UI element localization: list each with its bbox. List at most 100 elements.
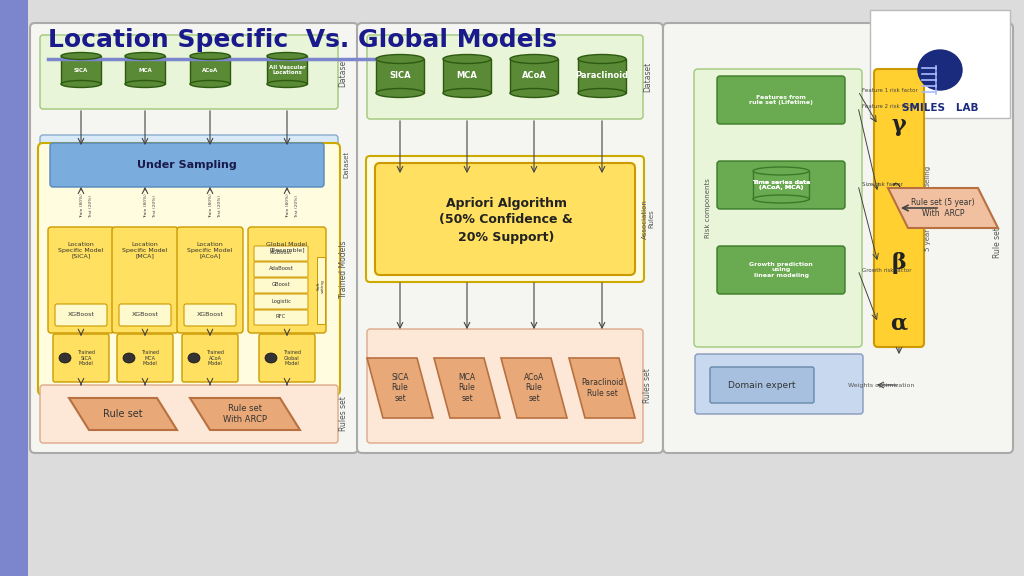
FancyBboxPatch shape [710, 367, 814, 403]
FancyBboxPatch shape [254, 262, 308, 277]
Text: Trained
MCA
Model: Trained MCA Model [141, 350, 159, 366]
Text: Time series data
(ACoA, MCA): Time series data (ACoA, MCA) [752, 180, 810, 191]
FancyBboxPatch shape [184, 304, 236, 326]
Bar [510, 59, 558, 93]
Bar [61, 56, 101, 84]
FancyBboxPatch shape [357, 23, 663, 453]
Text: λ: λ [891, 182, 906, 204]
Text: Growth prediction
using
linear modeling: Growth prediction using linear modeling [750, 262, 813, 278]
Text: Time series data
(ACoA, MCA): Time series data (ACoA, MCA) [752, 180, 810, 191]
Ellipse shape [578, 55, 626, 63]
FancyBboxPatch shape [259, 334, 315, 382]
Polygon shape [367, 358, 433, 418]
Text: Feature 2 risk factor: Feature 2 risk factor [862, 104, 918, 109]
FancyBboxPatch shape [367, 329, 643, 443]
Ellipse shape [267, 52, 307, 59]
Polygon shape [190, 398, 300, 430]
Bar [443, 59, 490, 93]
FancyBboxPatch shape [40, 135, 338, 193]
FancyBboxPatch shape [50, 143, 324, 187]
Text: Weights optimization: Weights optimization [848, 382, 914, 388]
Text: Test (20%): Test (20%) [153, 195, 157, 218]
Ellipse shape [510, 89, 558, 97]
FancyBboxPatch shape [874, 69, 924, 347]
Ellipse shape [125, 81, 165, 88]
Text: Association
Rules: Association Rules [641, 199, 654, 239]
Ellipse shape [443, 55, 490, 63]
Text: γ: γ [892, 114, 906, 136]
Ellipse shape [190, 52, 230, 59]
Ellipse shape [190, 81, 230, 88]
Ellipse shape [443, 89, 490, 97]
Bar [267, 56, 307, 84]
Bar [753, 171, 809, 199]
Text: β: β [892, 252, 906, 274]
FancyBboxPatch shape [30, 23, 358, 453]
FancyBboxPatch shape [119, 304, 171, 326]
Text: Trained Models: Trained Models [339, 240, 347, 298]
Polygon shape [434, 358, 500, 418]
FancyBboxPatch shape [663, 23, 1013, 453]
Polygon shape [569, 358, 635, 418]
Text: Rule set (5 year)
With  ARCP: Rule set (5 year) With ARCP [911, 198, 975, 218]
Text: Global Model
[Ensemble]: Global Model [Ensemble] [266, 242, 307, 253]
Bar [870, 10, 1010, 118]
Text: MCA
Rule
set: MCA Rule set [459, 373, 475, 403]
Ellipse shape [578, 89, 626, 97]
Text: MCA: MCA [138, 67, 152, 73]
Text: Growth risk factor: Growth risk factor [862, 267, 911, 272]
FancyBboxPatch shape [695, 354, 863, 414]
Bar [578, 59, 626, 93]
Polygon shape [888, 188, 998, 228]
FancyBboxPatch shape [367, 35, 643, 119]
FancyBboxPatch shape [254, 294, 308, 309]
Text: Location Specific  Vs. Global Models: Location Specific Vs. Global Models [48, 28, 557, 52]
Text: Dataset: Dataset [643, 62, 652, 92]
Text: SICA: SICA [389, 71, 411, 81]
FancyBboxPatch shape [254, 278, 308, 293]
Text: Location
Specific Model
[SICA]: Location Specific Model [SICA] [58, 242, 103, 259]
Bar [317, 257, 325, 324]
Text: Soft
voting: Soft voting [316, 279, 326, 293]
Polygon shape [501, 358, 567, 418]
Text: All Vascular
Locations: All Vascular Locations [268, 65, 305, 75]
Ellipse shape [188, 353, 200, 363]
Text: Train (80%): Train (80%) [286, 194, 290, 218]
FancyBboxPatch shape [55, 304, 106, 326]
Ellipse shape [125, 52, 165, 59]
Text: Test (20%): Test (20%) [89, 195, 93, 218]
Text: AdaBoost: AdaBoost [268, 267, 294, 271]
Text: Rules set: Rules set [643, 369, 652, 403]
Text: MCA: MCA [457, 71, 477, 81]
FancyBboxPatch shape [117, 334, 173, 382]
Text: SMILES   LAB: SMILES LAB [902, 103, 978, 113]
Text: ACoA: ACoA [521, 71, 547, 81]
Text: α: α [891, 312, 907, 334]
Text: SICA
Rule
set: SICA Rule set [391, 373, 409, 403]
Text: Feature 1 risk factor: Feature 1 risk factor [862, 89, 918, 93]
FancyBboxPatch shape [40, 385, 338, 443]
Ellipse shape [265, 353, 278, 363]
Text: GBoost: GBoost [271, 282, 291, 287]
Bar [190, 56, 230, 84]
Text: Size risk factor: Size risk factor [862, 183, 903, 188]
Text: 5 year rupture modeling: 5 year rupture modeling [925, 165, 931, 251]
Text: ACoA: ACoA [202, 67, 218, 73]
FancyBboxPatch shape [182, 334, 238, 382]
Text: Rule set
With ARCP: Rule set With ARCP [223, 404, 267, 424]
Text: Trained
SICA
Model: Trained SICA Model [77, 350, 95, 366]
Ellipse shape [61, 81, 101, 88]
FancyBboxPatch shape [40, 35, 338, 109]
Text: Under Sampling: Under Sampling [137, 160, 237, 170]
Text: Dataset: Dataset [339, 57, 347, 87]
Text: Paraclinoid: Paraclinoid [575, 71, 629, 81]
Text: Apriori Algorithm
(50% Confidence &
20% Support): Apriori Algorithm (50% Confidence & 20% … [439, 196, 572, 244]
Text: Location
Specific Model
[ACoA]: Location Specific Model [ACoA] [187, 242, 232, 259]
Text: XGBoost: XGBoost [197, 313, 223, 317]
Text: ACoA
Rule
set: ACoA Rule set [524, 373, 544, 403]
Text: Rule set: Rule set [103, 409, 142, 419]
Text: Trained
Global
Model: Trained Global Model [283, 350, 301, 366]
Ellipse shape [918, 50, 962, 90]
Ellipse shape [376, 55, 424, 63]
Text: XGBoost: XGBoost [68, 313, 94, 317]
